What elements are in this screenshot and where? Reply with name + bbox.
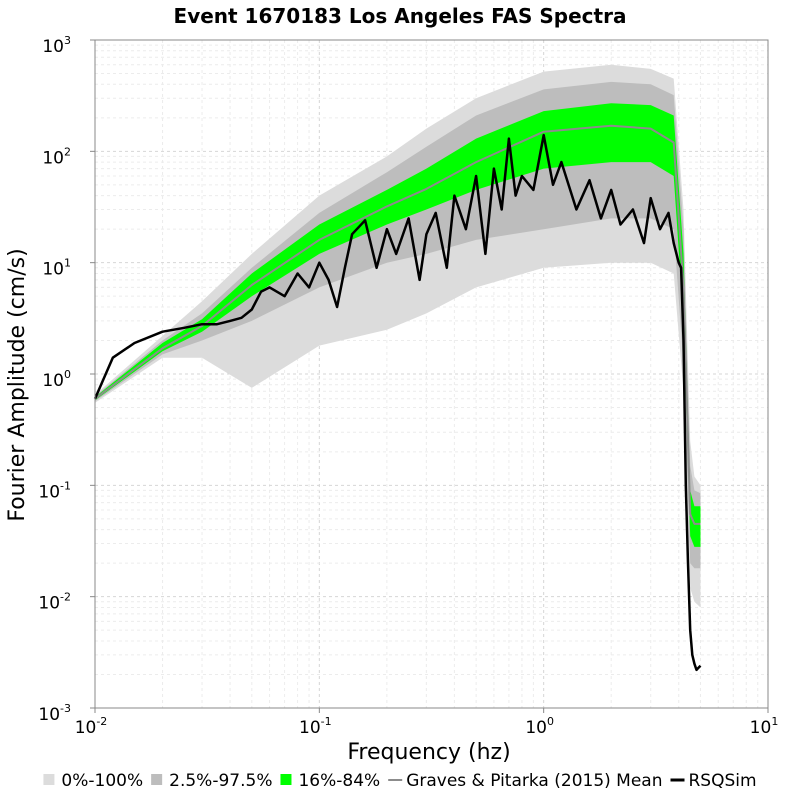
legend-swatch <box>280 774 292 785</box>
band-2-5-97-5 <box>95 81 701 569</box>
y-tick-label: 10-3 <box>38 702 71 725</box>
legend-swatch <box>43 774 55 785</box>
band-16-84 <box>95 103 701 547</box>
legend-item-graves-pitarka: Graves & Pitarka (2015) Mean <box>388 771 663 791</box>
x-tick-label: 100 <box>525 715 554 738</box>
legend: 0%-100% 2.5%-97.5% 16%-84% Graves & Pitarka… <box>43 771 757 791</box>
legend-label: RSQSim <box>689 771 757 791</box>
x-tick-label: 101 <box>750 715 779 738</box>
plot-content <box>93 64 702 672</box>
rsqsim-line <box>93 133 702 672</box>
legend-item-16-84: 16%-84% <box>280 771 380 791</box>
x-tick-label: 10-1 <box>299 715 332 738</box>
y-tick-label: 102 <box>42 145 71 168</box>
legend-item-rsqsim: RSQSim <box>670 771 757 791</box>
legend-item-0-100: 0%-100% <box>43 771 143 791</box>
legend-label: 16%-84% <box>298 771 380 791</box>
legend-label: 2.5%-97.5% <box>169 771 272 791</box>
y-tick-label: 100 <box>42 368 71 391</box>
x-tick-label: 10-2 <box>75 715 108 738</box>
legend-swatch <box>151 774 163 785</box>
y-tick-label: 10-1 <box>38 479 71 502</box>
legend-item-2-5-97-5: 2.5%-97.5% <box>151 771 272 791</box>
y-tick-label: 103 <box>42 34 71 57</box>
chart-title: Event 1670183 Los Angeles FAS Spectra <box>174 4 627 28</box>
y-tick-label: 101 <box>42 257 71 280</box>
y-axis-label: Fourier Amplitude (cm/s) <box>5 248 30 521</box>
y-tick-label: 10-2 <box>38 591 71 614</box>
legend-label: Graves & Pitarka (2015) Mean <box>406 771 662 791</box>
legend-label: 0%-100% <box>61 771 143 791</box>
x-axis-label: Frequency (hz) <box>347 740 510 765</box>
